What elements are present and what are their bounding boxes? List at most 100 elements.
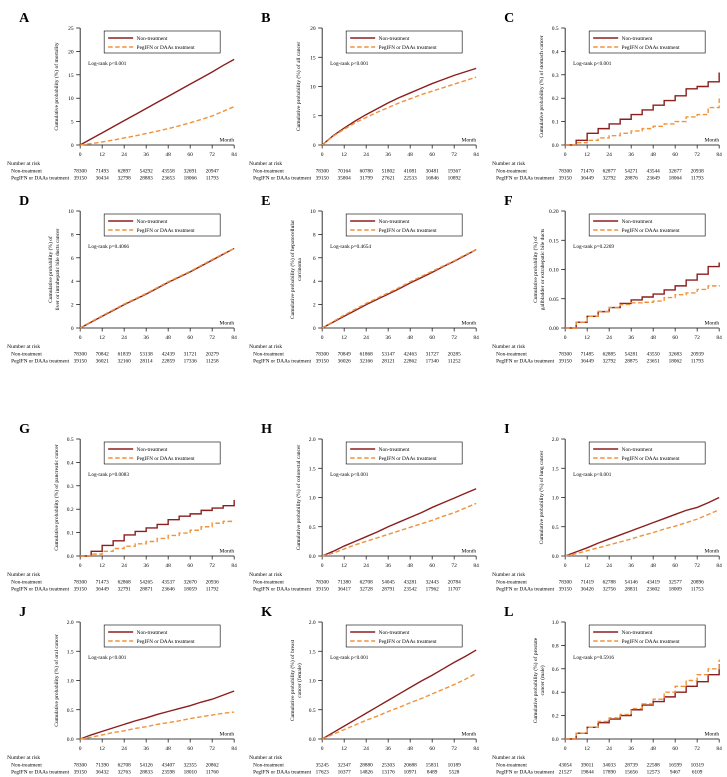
y-tick-label: 0.2	[551, 96, 558, 102]
panel-E: E 0 2 4 6 8 10 0 12 24 36 48 60 72 84 Month Cumulative p…	[242, 183, 484, 366]
x-tick-label: 72	[694, 563, 700, 569]
risk-count-non-treatment: 78300	[316, 580, 330, 586]
y-axis-title: gallbladder or extrahepatic bile ducts	[540, 229, 546, 311]
number-at-risk-heading: Number at risk	[492, 344, 525, 350]
risk-count-treatment: 32756	[602, 587, 616, 593]
risk-count-treatment: 5528	[449, 770, 460, 776]
y-tick-label: 8	[313, 232, 316, 238]
risk-count-treatment: 27621	[382, 176, 396, 182]
panel-letter: C	[504, 11, 514, 26]
y-tick-label: 10	[68, 209, 74, 215]
x-tick-label: 0	[79, 152, 82, 158]
risk-row-label-non-treatment: Non-treatment	[496, 580, 527, 586]
logrank-p-value: Log-rank p<0.001	[88, 61, 127, 67]
curve-non-treatment	[564, 262, 720, 329]
x-tick-label: 48	[165, 563, 171, 569]
y-tick-label: 2	[71, 303, 74, 309]
risk-count-treatment: 23602	[646, 587, 660, 593]
risk-count-non-treatment: 78300	[316, 169, 330, 175]
y-axis-title: Cumulative probability (%) of pancreatic…	[53, 444, 60, 551]
risk-count-treatment: 39150	[74, 770, 88, 776]
x-tick-label: 24	[606, 563, 612, 569]
risk-count-treatment: 28121	[382, 359, 396, 365]
legend-label-treatment: PegIFN or DAAs treatment	[137, 228, 195, 234]
risk-count-non-treatment: 20688	[404, 763, 418, 769]
risk-count-treatment: 17336	[184, 359, 198, 365]
risk-row-label-treatment: PegIFN or DAAs treatment	[496, 359, 554, 365]
risk-row-label-non-treatment: Non-treatment	[496, 352, 527, 358]
risk-count-non-treatment: 43054	[558, 763, 572, 769]
curve-treatment	[322, 672, 477, 740]
x-tick-label: 36	[386, 563, 392, 569]
x-tick-label: 24	[121, 335, 127, 341]
risk-count-non-treatment: 42463	[404, 352, 418, 358]
x-tick-label: 36	[143, 152, 149, 158]
y-tick-label: 10	[310, 209, 316, 215]
panel-letter: D	[19, 194, 29, 209]
x-tick-label: 0	[321, 335, 324, 341]
y-tick-label: 10	[310, 85, 316, 91]
risk-count-non-treatment: 78300	[558, 352, 572, 358]
y-tick-label: 0.0	[551, 143, 558, 149]
legend-label-non-treatment: Non-treatment	[137, 630, 168, 636]
risk-count-treatment: 28833	[140, 770, 154, 776]
legend-label-treatment: PegIFN or DAAs treatment	[379, 456, 437, 462]
risk-count-treatment: 11793	[690, 359, 703, 365]
risk-row-label-treatment: PegIFN or DAAs treatment	[496, 176, 554, 182]
x-tick-label: 0	[79, 335, 82, 341]
risk-row-label-treatment: PegIFN or DAAs treatment	[253, 587, 311, 593]
y-tick-label: 1.5	[551, 466, 558, 472]
risk-count-non-treatment: 62708	[360, 580, 374, 586]
risk-count-treatment: 18066	[184, 176, 198, 182]
number-at-risk-heading: Number at risk	[7, 344, 40, 350]
risk-count-treatment: 18009	[668, 587, 682, 593]
panel-G: G 0.0 0.1 0.2 0.3 0.4 0.5 0 12 24 36 48 60 72 84 Month C…	[0, 411, 242, 594]
x-tick-label: 72	[694, 335, 700, 341]
x-tick-label: 60	[187, 746, 193, 752]
risk-row-label-treatment: PegIFN or DAAs treatment	[253, 770, 311, 776]
y-tick-label: 0.1	[67, 531, 74, 537]
x-tick-label: 48	[650, 335, 656, 341]
risk-count-non-treatment: 32577	[668, 580, 682, 586]
y-tick-label: 0.20	[549, 209, 559, 215]
risk-count-non-treatment: 32677	[668, 169, 682, 175]
logrank-p-value: Log-rank p<0.001	[573, 472, 612, 478]
risk-row-label-non-treatment: Non-treatment	[11, 169, 42, 175]
y-tick-label: 4	[71, 279, 74, 285]
plot-svg-K: K 0.0 0.5 1.0 1.5 2.0 0 12 24 36 48 60 72 84 Month Cumu…	[249, 605, 480, 776]
risk-count-non-treatment: 20936	[206, 580, 220, 586]
plot-svg-J: J 0.0 0.5 1.0 1.5 2.0 0 12 24 36 48 60 72 84 Month Cumu…	[7, 605, 237, 776]
curve-treatment	[80, 105, 235, 146]
x-tick-label: 12	[99, 152, 105, 158]
risk-count-treatment: 12573	[646, 770, 660, 776]
risk-count-treatment: 17623	[316, 770, 330, 776]
x-tick-label: 84	[231, 563, 237, 569]
risk-count-non-treatment: 20939	[690, 352, 704, 358]
risk-count-non-treatment: 25303	[382, 763, 396, 769]
plot-svg-B: B 0 5 10 15 20 0 12 24 36 48 60 72 84 Month Cumulative …	[249, 11, 479, 182]
y-tick-label: 0.0	[309, 737, 316, 743]
x-axis-title: Month	[462, 138, 477, 144]
risk-count-non-treatment: 41081	[404, 169, 418, 175]
risk-count-treatment: 11760	[206, 770, 219, 776]
x-tick-label: 24	[364, 563, 370, 569]
y-tick-label: 20	[310, 26, 316, 32]
plot-svg-L: L 0.0 0.2 0.4 0.6 0.8 1.0 0 12 24 36 48 60 72 84 Month C…	[492, 605, 722, 776]
y-axis-title: Cumulative probability (%) of oral cance…	[53, 634, 60, 727]
y-tick-label: 5	[71, 120, 74, 126]
risk-count-non-treatment: 78300	[74, 763, 88, 769]
risk-count-treatment: 28114	[140, 359, 153, 365]
legend-label-treatment: PegIFN or DAAs treatment	[379, 228, 437, 234]
x-tick-label: 60	[672, 563, 678, 569]
risk-count-treatment: 36417	[338, 587, 352, 593]
x-tick-label: 0	[563, 746, 566, 752]
x-tick-label: 24	[364, 746, 370, 752]
y-tick-label: 0	[71, 326, 74, 332]
x-tick-label: 72	[209, 746, 215, 752]
risk-count-treatment: 16377	[338, 770, 352, 776]
risk-count-treatment: 28831	[624, 587, 638, 593]
x-tick-label: 84	[474, 746, 480, 752]
risk-row-label-treatment: PegIFN or DAAs treatment	[11, 359, 69, 365]
x-tick-label: 84	[716, 152, 722, 158]
curve-non-treatment	[322, 248, 477, 329]
